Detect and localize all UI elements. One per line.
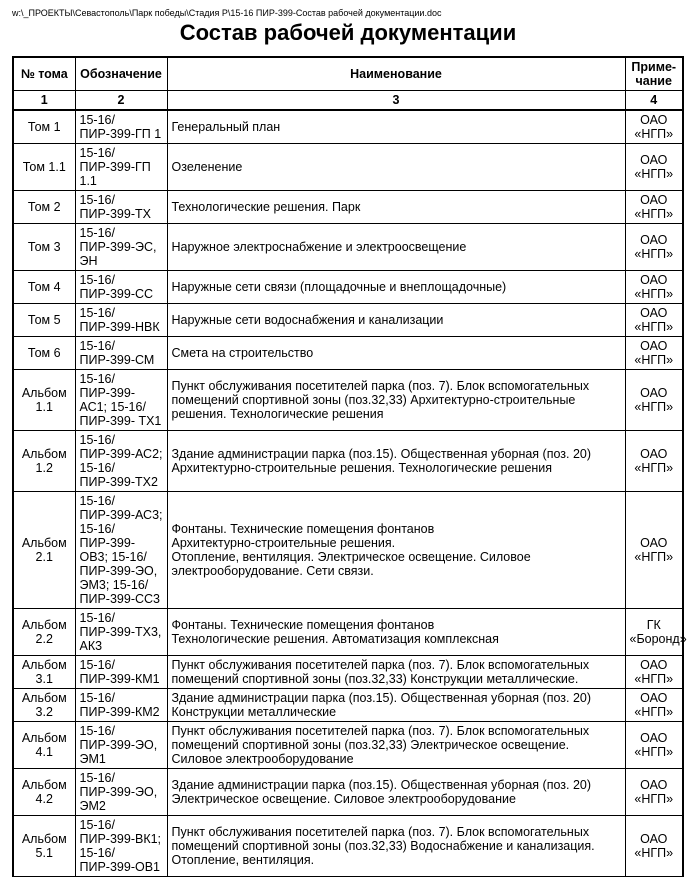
cell-volume-number: Том 6 — [13, 337, 75, 370]
cell-designation: 15-16/ПИР-399-ТХ — [75, 191, 167, 224]
cell-note: ОАО «НГП» — [625, 271, 683, 304]
cell-description: Наружные сети водоснабжения и канализаци… — [167, 304, 625, 337]
cell-designation: 15-16/ПИР-399- АС1; 15-16/ПИР-399- ТХ1 — [75, 370, 167, 431]
cell-note: ОАО «НГП» — [625, 722, 683, 769]
table-row: Том 215-16/ПИР-399-ТХТехнологические реш… — [13, 191, 683, 224]
table-row: Альбом 3.115-16/ПИР-399-КМ1Пункт обслужи… — [13, 656, 683, 689]
cell-volume-number: Альбом 1.2 — [13, 431, 75, 492]
cell-note: ОАО «НГП» — [625, 492, 683, 609]
cell-designation: 15-16/ПИР-399-ЭО, ЭМ2 — [75, 769, 167, 816]
header-num: № тома — [13, 57, 75, 91]
cell-volume-number: Том 1.1 — [13, 144, 75, 191]
cell-volume-number: Альбом 4.1 — [13, 722, 75, 769]
cell-designation: 15-16/ПИР-399-КМ2 — [75, 689, 167, 722]
cell-note: ОАО «НГП» — [625, 769, 683, 816]
cell-volume-number: Том 1 — [13, 110, 75, 144]
header-note: Приме-чание — [625, 57, 683, 91]
table-row: Альбом 2.215-16/ПИР-399-ТХ3, АК3Фонтаны.… — [13, 609, 683, 656]
cell-note: ГК «Боронд» — [625, 609, 683, 656]
cell-volume-number: Альбом 2.1 — [13, 492, 75, 609]
cell-description: Пункт обслуживания посетителей парка (по… — [167, 816, 625, 877]
cell-designation: 15-16/ПИР-399-АС2; 15-16/ПИР-399-ТХ2 — [75, 431, 167, 492]
cell-volume-number: Том 4 — [13, 271, 75, 304]
cell-note: ОАО «НГП» — [625, 191, 683, 224]
documentation-table: № тома Обозначение Наименование Приме-ча… — [12, 56, 684, 877]
cell-note: ОАО «НГП» — [625, 816, 683, 877]
table-row: Альбом 1.215-16/ПИР-399-АС2; 15-16/ПИР-3… — [13, 431, 683, 492]
cell-description: Озеленение — [167, 144, 625, 191]
colnum-3: 3 — [167, 91, 625, 111]
cell-volume-number: Альбом 3.1 — [13, 656, 75, 689]
table-row: Том 1.115-16/ПИР-399-ГП 1.1ОзеленениеОАО… — [13, 144, 683, 191]
table-row: Том 515-16/ПИР-399-НВКНаружные сети водо… — [13, 304, 683, 337]
table-row: Альбом 5.115-16/ПИР-399-ВК1; 15-16/ПИР-3… — [13, 816, 683, 877]
cell-volume-number: Том 2 — [13, 191, 75, 224]
table-row: Том 115-16/ПИР-399-ГП 1Генеральный планО… — [13, 110, 683, 144]
cell-volume-number: Альбом 2.2 — [13, 609, 75, 656]
cell-description: Наружное электроснабжение и электроосвещ… — [167, 224, 625, 271]
cell-note: ОАО «НГП» — [625, 656, 683, 689]
cell-description: Технологические решения. Парк — [167, 191, 625, 224]
cell-description: Смета на строительство — [167, 337, 625, 370]
cell-description: Фонтаны. Технические помещения фонтановА… — [167, 492, 625, 609]
file-path: w:\_ПРОЕКТЫ\Севастополь\Парк победы\Стад… — [12, 8, 684, 18]
table-row: Альбом 4.215-16/ПИР-399-ЭО, ЭМ2Здание ад… — [13, 769, 683, 816]
cell-designation: 15-16/ПИР-399-ГП 1.1 — [75, 144, 167, 191]
cell-note: ОАО «НГП» — [625, 370, 683, 431]
cell-designation: 15-16/ПИР-399-СМ — [75, 337, 167, 370]
cell-volume-number: Альбом 3.2 — [13, 689, 75, 722]
cell-note: ОАО «НГП» — [625, 224, 683, 271]
table-row: Альбом 3.215-16/ПИР-399-КМ2Здание админи… — [13, 689, 683, 722]
cell-note: ОАО «НГП» — [625, 110, 683, 144]
colnum-2: 2 — [75, 91, 167, 111]
cell-note: ОАО «НГП» — [625, 304, 683, 337]
cell-note: ОАО «НГП» — [625, 337, 683, 370]
table-row: Том 615-16/ПИР-399-СМСмета на строительс… — [13, 337, 683, 370]
cell-designation: 15-16/ПИР-399-НВК — [75, 304, 167, 337]
cell-volume-number: Том 3 — [13, 224, 75, 271]
cell-note: ОАО «НГП» — [625, 144, 683, 191]
table-row: Альбом 4.115-16/ПИР-399-ЭО, ЭМ1Пункт обс… — [13, 722, 683, 769]
header-code: Обозначение — [75, 57, 167, 91]
cell-designation: 15-16/ПИР-399-ГП 1 — [75, 110, 167, 144]
cell-volume-number: Альбом 5.1 — [13, 816, 75, 877]
cell-description: Пункт обслуживания посетителей парка (по… — [167, 722, 625, 769]
cell-designation: 15-16/ПИР-399-ТХ3, АК3 — [75, 609, 167, 656]
table-row: Альбом 1.115-16/ПИР-399- АС1; 15-16/ПИР-… — [13, 370, 683, 431]
cell-designation: 15-16/ПИР-399-АС3; 15-16/ПИР-399-ОВ3; 15… — [75, 492, 167, 609]
cell-description: Пункт обслуживания посетителей парка (по… — [167, 370, 625, 431]
cell-designation: 15-16/ПИР-399-КМ1 — [75, 656, 167, 689]
cell-description: Фонтаны. Технические помещения фонтановТ… — [167, 609, 625, 656]
cell-designation: 15-16/ПИР-399-ЭО, ЭМ1 — [75, 722, 167, 769]
cell-description: Здание администрации парка (поз.15). Общ… — [167, 431, 625, 492]
cell-description: Пункт обслуживания посетителей парка (по… — [167, 656, 625, 689]
header-name: Наименование — [167, 57, 625, 91]
cell-description: Здание администрации парка (поз.15). Общ… — [167, 769, 625, 816]
table-row: Альбом 2.115-16/ПИР-399-АС3; 15-16/ПИР-3… — [13, 492, 683, 609]
cell-volume-number: Том 5 — [13, 304, 75, 337]
page-title: Состав рабочей документации — [12, 20, 684, 46]
cell-designation: 15-16/ПИР-399-ЭС, ЭН — [75, 224, 167, 271]
cell-volume-number: Альбом 4.2 — [13, 769, 75, 816]
cell-designation: 15-16/ПИР-399-ВК1; 15-16/ПИР-399-ОВ1 — [75, 816, 167, 877]
table-row: Том 415-16/ПИР-399-ССНаружные сети связи… — [13, 271, 683, 304]
cell-description: Генеральный план — [167, 110, 625, 144]
cell-description: Здание администрации парка (поз.15). Общ… — [167, 689, 625, 722]
cell-note: ОАО «НГП» — [625, 689, 683, 722]
table-row: Том 315-16/ПИР-399-ЭС, ЭННаружное электр… — [13, 224, 683, 271]
cell-note: ОАО «НГП» — [625, 431, 683, 492]
colnum-4: 4 — [625, 91, 683, 111]
cell-designation: 15-16/ПИР-399-СС — [75, 271, 167, 304]
colnum-1: 1 — [13, 91, 75, 111]
cell-description: Наружные сети связи (площадочные и внепл… — [167, 271, 625, 304]
cell-volume-number: Альбом 1.1 — [13, 370, 75, 431]
